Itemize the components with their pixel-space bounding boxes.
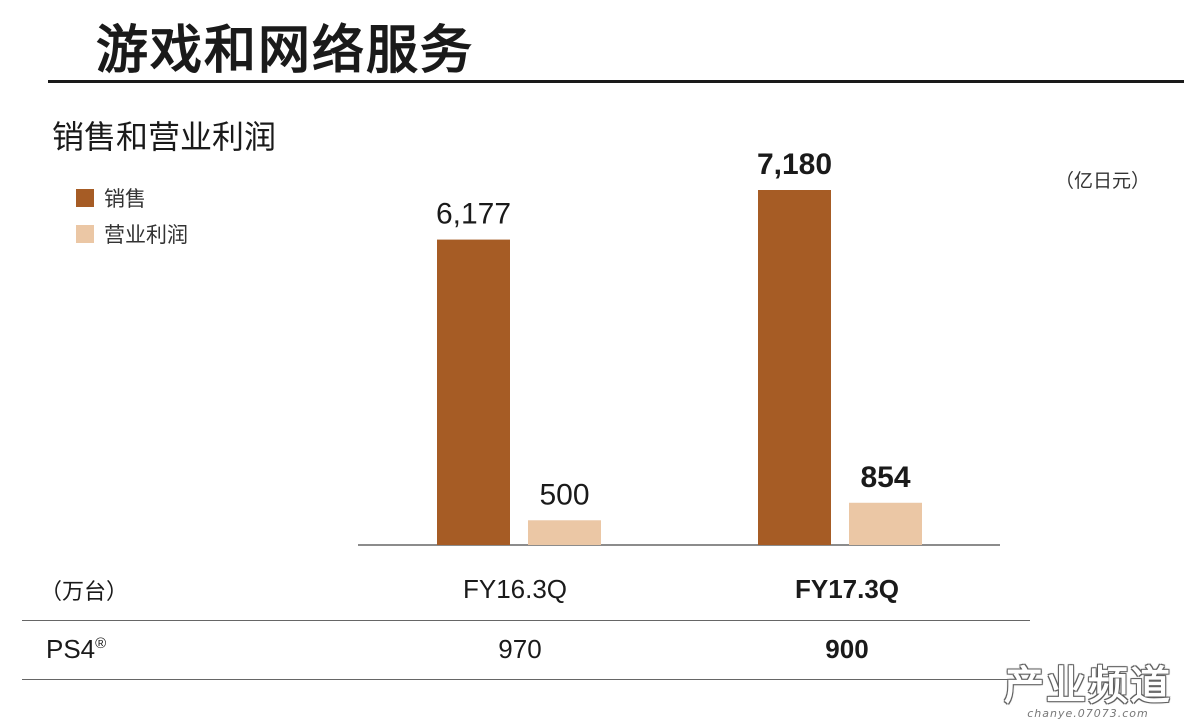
legend-swatch-sales [76,189,94,207]
legend-item-operating-profit: 营业利润 [76,216,188,252]
legend-label-operating-profit: 营业利润 [104,223,188,247]
legend-item-sales: 销售 [76,180,188,216]
chart-unit-label: （亿日元） [1054,170,1150,192]
legend-label-sales: 销售 [104,187,146,211]
table-cell-ps4-fy17-3q: 900 [825,634,869,664]
data-label-operating-profit-fy16-3q: 500 [539,478,589,511]
watermark-sub-text: chanye.07073.com [1027,707,1149,720]
data-label-sales-fy17-3q: 7,180 [757,148,832,181]
table-divider-bottom [22,679,1030,680]
watermark-main-text: 产业频道 [1004,663,1172,709]
column-header-fy17-3q: FY17.3Q [794,574,900,604]
data-label-sales-fy16-3q: 6,177 [436,198,511,231]
chart-title: 销售和营业利润 [52,118,277,156]
bar-sales-fy16-3q [437,239,510,545]
bar-operating-profit-fy16-3q [528,520,601,545]
table-divider-top [22,620,1030,621]
chart-legend: 销售 营业利润 [76,180,188,252]
column-header-fy16-3q: FY16.3Q [462,574,568,604]
title-divider [48,80,1184,83]
ps4-label-text: PS4 [46,634,96,664]
bar-operating-profit-fy17-3q [849,502,922,545]
registered-mark: ® [95,635,107,652]
legend-swatch-operating-profit [76,225,94,243]
table-cell-ps4-fy16-3q: 970 [498,634,542,664]
table-row-label-ps4: PS4® [46,634,106,665]
table-unit-label: （万台） [40,580,129,605]
data-label-operating-profit-fy17-3q: 854 [860,461,910,494]
page-title: 游戏和网络服务 [96,21,475,81]
watermark: 产业频道 chanye.07073.com [1004,653,1172,720]
bar-sales-fy17-3q [758,190,831,545]
